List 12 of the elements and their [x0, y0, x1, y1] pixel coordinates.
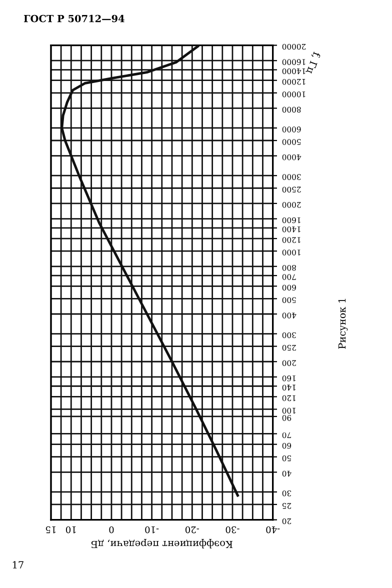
text: Рисунок 1 — [338, 298, 348, 349]
text: 17 — [12, 561, 24, 568]
x-tick-label: -40 — [266, 526, 280, 534]
x-tick-label: 0 — [109, 526, 114, 534]
x-tick-label: -20 — [185, 526, 200, 534]
x-axis-title: Коэффициент передачи, дБ — [91, 538, 232, 548]
x-tick-label: 15 — [46, 526, 56, 534]
x-tick-label: -30 — [226, 526, 240, 534]
x-tick-label: -10 — [145, 526, 159, 534]
chart-title: ГОСТ Р 50712—94 — [24, 14, 124, 22]
y-axis-title: f, Гц — [305, 51, 321, 74]
x-tick-label: 10 — [66, 526, 76, 534]
